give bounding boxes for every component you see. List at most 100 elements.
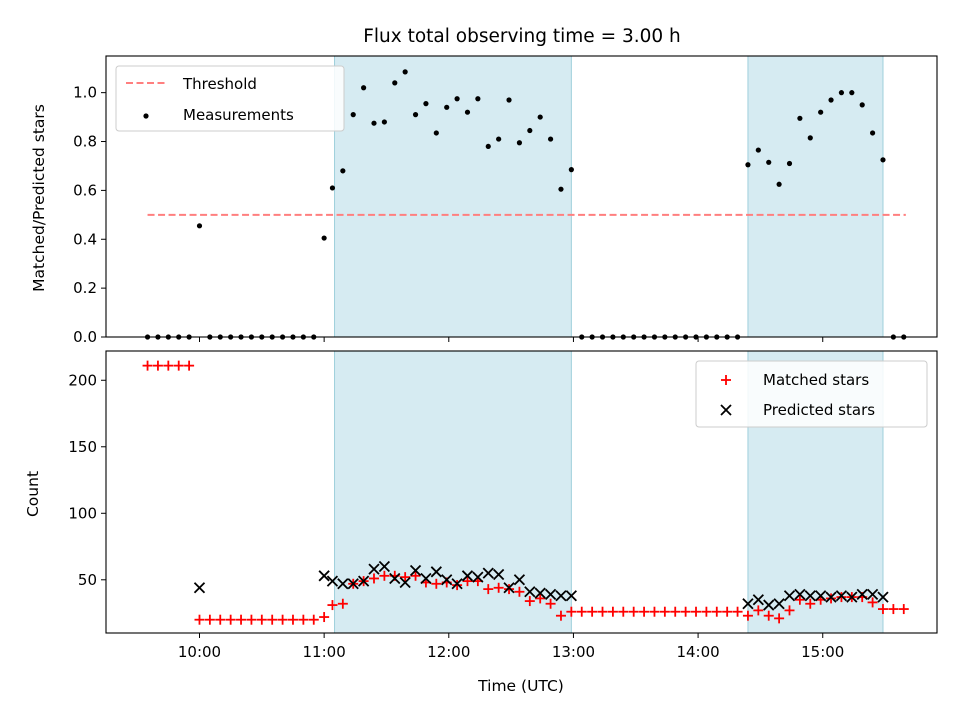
predicted-star-point	[804, 590, 816, 602]
x-tick: 14:00	[676, 633, 720, 661]
matched-star-point	[774, 613, 785, 624]
y-tick-label: 0.8	[73, 133, 97, 151]
matched-star-point	[680, 606, 691, 617]
predicted-star-point	[846, 591, 858, 603]
predicted-star-point	[409, 564, 422, 577]
predicted-star-point	[378, 560, 391, 573]
matched-star-point	[794, 594, 805, 605]
measurement-point	[485, 143, 491, 150]
y-tick: 150	[68, 438, 106, 456]
predicted-star-point	[326, 575, 339, 587]
legend-label-measurements: Measurements	[183, 106, 294, 124]
axes-frame	[105, 55, 938, 338]
shaded-interval-2	[747, 55, 884, 338]
measurement-point	[849, 90, 855, 96]
predicted-star-point	[794, 588, 806, 601]
y-tick-label: 0.0	[73, 328, 97, 346]
y-tick-label: 0.6	[73, 181, 97, 199]
measurement-point	[340, 168, 346, 174]
bottom-panel: 50 100 150 200 10:00 11:00 12:00 13:00 14:00 15:0…	[68, 350, 938, 661]
y-tick-label: 1.0	[73, 84, 97, 102]
legend-label-predicted: Predicted stars	[763, 401, 875, 419]
matched-star-point	[763, 610, 774, 621]
matched-star-point	[246, 614, 257, 625]
x-tick-label: 10:00	[178, 643, 221, 661]
measurement-point	[869, 130, 876, 136]
y-tick-label: 200	[68, 371, 97, 389]
predicted-star-point	[565, 590, 577, 602]
y-tick-label: 0.2	[73, 279, 97, 297]
predicted-star-point	[534, 587, 546, 599]
matched-star-point	[319, 612, 330, 623]
measurement-point	[516, 140, 523, 146]
matched-star-point	[597, 606, 608, 617]
matched-star-point	[618, 606, 629, 617]
measurement-point	[786, 160, 793, 167]
predicted-star-point	[368, 563, 380, 575]
measurement-point	[859, 102, 865, 108]
matched-star-point	[204, 614, 215, 625]
predicted-star-point	[513, 574, 526, 586]
predicted-star-point	[420, 572, 432, 585]
predicted-star-point	[856, 588, 868, 601]
predicted-star-point	[193, 582, 206, 594]
predicted-star-point	[555, 590, 567, 602]
matched-star-point	[277, 614, 288, 625]
y-tick: 200	[68, 371, 106, 389]
top-panel: 0.0 0.2 0.4 0.6 0.8 1.0 Threshold Measurements	[73, 55, 938, 346]
matched-star-point	[483, 584, 494, 595]
legend-entry-predicted: Predicted stars	[720, 401, 875, 419]
matched-star-point	[711, 606, 722, 617]
predicted-star-point	[451, 578, 463, 590]
predicted-star-point	[835, 590, 848, 602]
predicted-star-point	[461, 570, 474, 582]
matched-star-point	[173, 360, 184, 371]
measurement-point	[402, 69, 408, 75]
matched-star-point	[410, 570, 421, 581]
matched-star-point	[545, 598, 556, 609]
measurement-point	[537, 114, 543, 120]
measurement-point	[392, 80, 398, 86]
predicted-star-point	[318, 570, 330, 582]
top-y-axis-label: Matched/Predicted stars	[30, 104, 48, 292]
measurement-point	[454, 96, 460, 102]
measurement-point	[496, 136, 502, 142]
measurement-point	[444, 104, 450, 110]
x-axis-label: Time (UTC)	[477, 677, 564, 695]
matched-star-point	[659, 606, 670, 617]
measurement-point	[797, 115, 803, 121]
matched-star-point	[649, 606, 660, 617]
measurement-point	[321, 235, 327, 241]
legend-entry-measurements: Measurements	[143, 106, 294, 124]
chart-title: Flux total observing time = 3.00 h	[363, 26, 681, 47]
predicted-star-point	[825, 591, 837, 603]
matched-star-point	[337, 598, 348, 609]
predicted-star-point	[763, 599, 775, 611]
matched-star-point	[236, 614, 247, 625]
matched-star-point	[163, 360, 174, 371]
matched-star-point	[462, 576, 473, 587]
measurement-point	[558, 186, 564, 192]
matched-star-point	[368, 573, 379, 584]
matched-star-point	[256, 614, 267, 625]
y-tick-label: 100	[68, 504, 97, 522]
matched-star-point	[607, 606, 618, 617]
predicted-star-point	[503, 582, 515, 594]
x-tick-label: 15:00	[801, 643, 844, 661]
legend-label-matched: Matched stars	[763, 371, 869, 389]
bottom-legend-box	[695, 360, 928, 428]
measurement-point	[464, 109, 471, 115]
predicted-star-point	[524, 586, 536, 598]
matched-star-point	[742, 610, 753, 621]
matched-star-point	[784, 605, 795, 616]
matched-star-point	[379, 570, 390, 581]
matched-star-point	[298, 614, 309, 625]
y-tick-label: 50	[78, 571, 97, 589]
matched-star-point	[826, 593, 837, 604]
bottom-y-axis-label: Count	[24, 471, 42, 517]
legend-marker-predicted	[720, 404, 732, 416]
measurement-point	[371, 120, 377, 126]
matched-star-point	[587, 606, 598, 617]
matched-star-point	[722, 606, 733, 617]
matched-star-point	[225, 614, 236, 625]
